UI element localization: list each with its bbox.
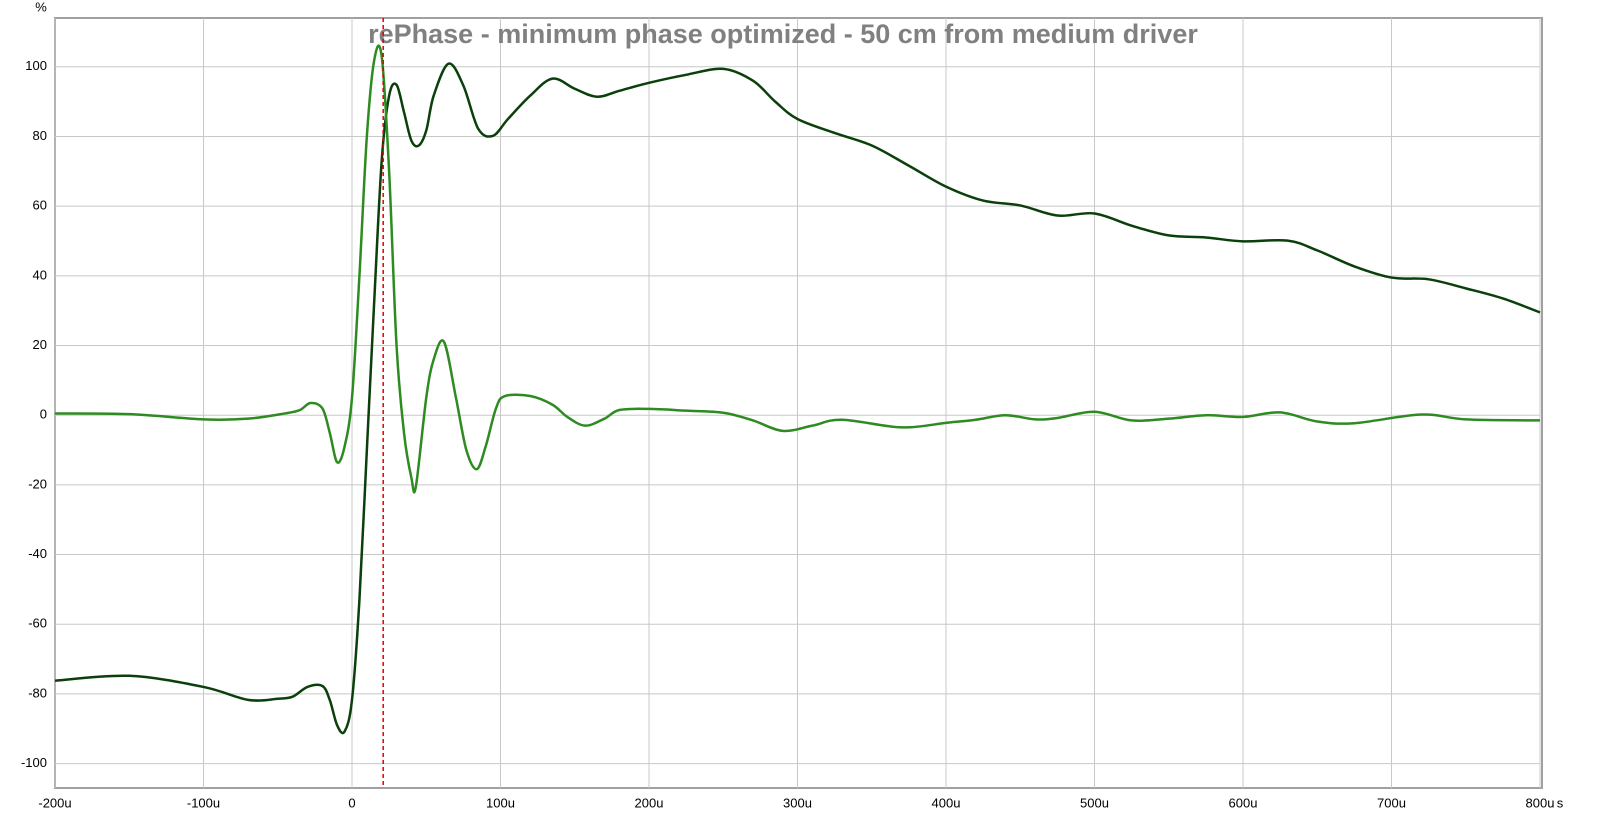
y-tick-label: 80 [33, 128, 47, 143]
y-tick-label: -100 [21, 755, 47, 770]
x-tick-label: 200u [635, 795, 664, 810]
y-tick-label: 100 [25, 58, 47, 73]
x-axis-label: s [1557, 795, 1564, 810]
x-tick-label: 300u [783, 795, 812, 810]
x-tick-label: 100u [486, 795, 515, 810]
y-tick-label: 40 [33, 267, 47, 282]
x-tick-label: -100u [187, 795, 220, 810]
y-tick-label: -60 [28, 616, 47, 631]
x-tick-label: 600u [1229, 795, 1258, 810]
plot-frame [54, 17, 1543, 789]
x-tick-label: 0 [348, 795, 355, 810]
data-line [54, 62, 1541, 735]
data-line [54, 44, 1541, 494]
y-tick-label: 0 [40, 407, 47, 422]
chart-title: rePhase - minimum phase optimized - 50 c… [368, 19, 1198, 49]
x-tick-label: 700u [1377, 795, 1406, 810]
y-tick-label: -40 [28, 546, 47, 561]
x-tick-label: 500u [1080, 795, 1109, 810]
x-tick-label: 400u [932, 795, 961, 810]
x-tick-label: -200u [38, 795, 71, 810]
y-tick-label: -20 [28, 476, 47, 491]
y-tick-label: 20 [33, 337, 47, 352]
x-tick-label: 800u [1526, 795, 1555, 810]
y-axis-label: % [35, 0, 47, 14]
y-tick-label: 60 [33, 198, 47, 213]
y-tick-label: -80 [28, 685, 47, 700]
